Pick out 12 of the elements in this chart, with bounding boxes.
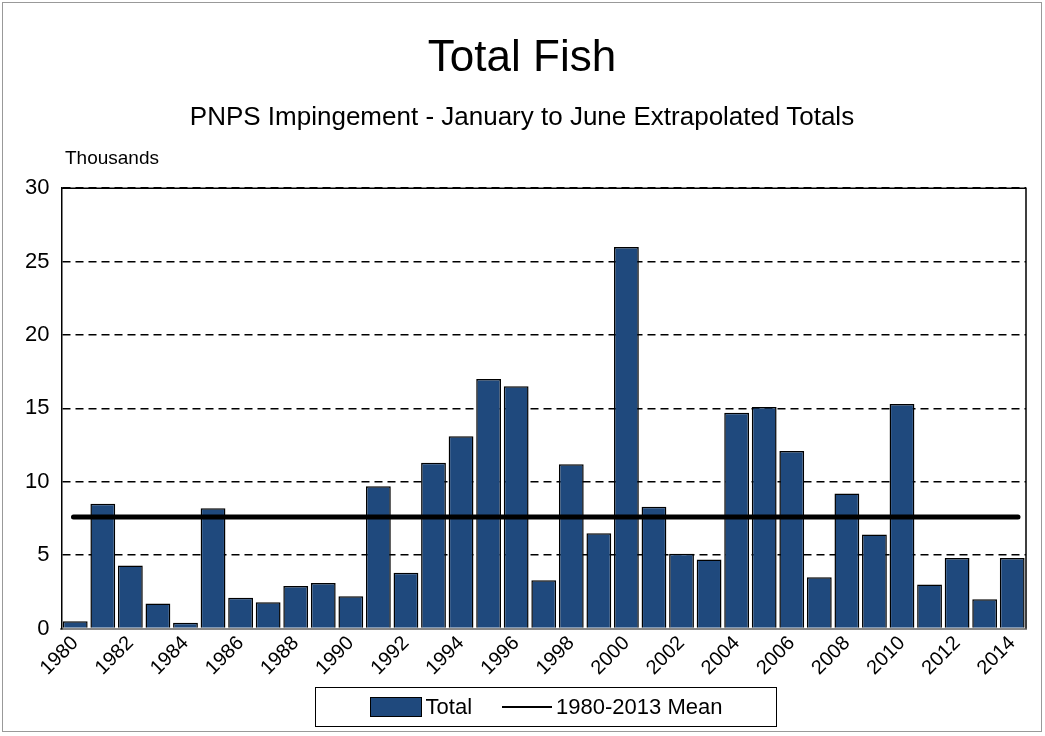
y-axis-title: Thousands [65,147,160,169]
y-tick-label: 25 [24,247,50,273]
y-tick-label: 20 [24,321,50,347]
legend-label: Total [425,694,473,720]
chart-title: Total Fish [426,31,618,81]
y-tick-label: 0 [37,614,50,640]
y-tick-label: 5 [37,541,50,567]
y-tick-label: 10 [24,467,50,493]
legend-label: 1980-2013 Mean [556,694,723,720]
chart-subtitle: PNPS Impingement - January to June Extrapolated Totals [188,101,856,132]
y-tick-label: 30 [24,174,50,200]
y-tick-label: 15 [24,394,50,420]
